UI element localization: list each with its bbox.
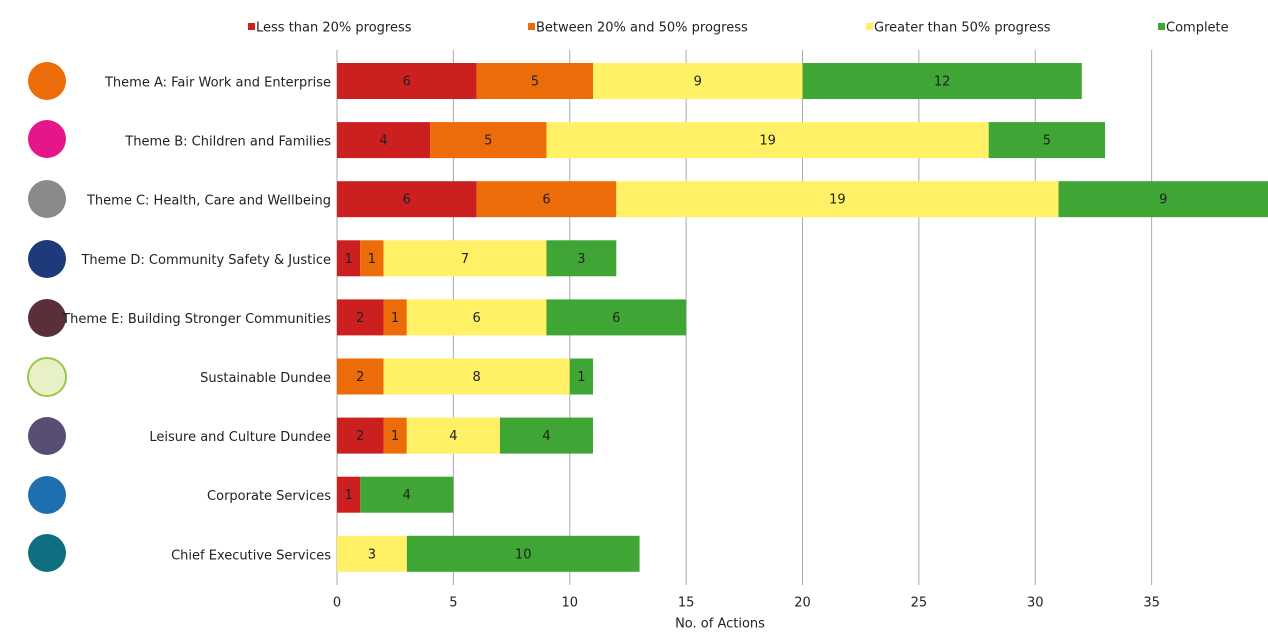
x-tick-label: 10 xyxy=(561,596,578,611)
bar-segment xyxy=(383,417,407,454)
bar-segment xyxy=(406,417,500,454)
legend-label: Greater than 50% progress xyxy=(874,21,1051,36)
icon xyxy=(28,180,66,218)
bar-segment xyxy=(616,181,1059,218)
bar-segment xyxy=(476,181,617,218)
icon xyxy=(28,120,66,158)
data-label: 6 xyxy=(403,75,411,90)
bar-segment xyxy=(1058,181,1268,218)
bar-segment xyxy=(383,358,570,395)
data-label: 4 xyxy=(379,134,387,149)
category-label: Theme C: Health, Care and Wellbeing xyxy=(86,194,331,209)
bar-segment xyxy=(337,63,477,99)
bar-segment xyxy=(337,299,384,336)
x-tick-label: 35 xyxy=(1143,596,1160,611)
bar-segment xyxy=(546,299,687,336)
theme-icons xyxy=(27,62,67,572)
x-tick-label: 15 xyxy=(678,596,695,611)
bar-segment xyxy=(499,417,594,454)
data-label: 6 xyxy=(542,193,550,208)
data-label: 5 xyxy=(1043,134,1051,149)
bar-segment xyxy=(593,63,803,99)
bar-segment xyxy=(337,417,384,454)
x-tick-label: 0 xyxy=(333,596,341,611)
data-label: 1 xyxy=(577,370,585,385)
bar-segment xyxy=(360,476,454,513)
bar-segment xyxy=(337,476,361,513)
data-label: 4 xyxy=(449,429,457,444)
bar-segment xyxy=(430,122,547,159)
category-label: Theme B: Children and Families xyxy=(124,135,331,150)
category-label: Chief Executive Services xyxy=(171,548,331,563)
legend-swatch xyxy=(528,23,535,30)
bar-segment xyxy=(569,358,594,395)
data-label: 10 xyxy=(515,547,532,562)
legend-swatch xyxy=(1158,23,1165,30)
legend-swatch xyxy=(248,23,255,30)
bar-segment xyxy=(406,299,547,336)
bar-segment xyxy=(360,240,384,277)
bar-segment xyxy=(988,122,1106,159)
data-label: 1 xyxy=(344,252,352,267)
icon xyxy=(28,299,66,337)
legend-label: Less than 20% progress xyxy=(256,21,412,36)
data-label: 3 xyxy=(368,547,376,562)
bar-segment xyxy=(802,63,1082,99)
bar-segment xyxy=(546,240,617,277)
data-label: 5 xyxy=(484,134,492,149)
data-label: 2 xyxy=(356,370,364,385)
icon xyxy=(28,534,66,572)
x-axis-title: No. of Actions xyxy=(675,617,765,632)
data-label: 4 xyxy=(542,429,550,444)
data-label: 2 xyxy=(356,311,364,326)
x-tick-label: 5 xyxy=(449,596,457,611)
bar-segment xyxy=(337,240,361,277)
data-label: 19 xyxy=(759,134,776,149)
data-label: 8 xyxy=(473,370,481,385)
data-label: 6 xyxy=(612,311,620,326)
category-label: Corporate Services xyxy=(207,489,331,504)
data-label: 9 xyxy=(694,75,702,90)
data-label: 12 xyxy=(934,75,951,90)
category-label: Leisure and Culture Dundee xyxy=(149,430,331,445)
bar-segment xyxy=(406,535,640,572)
data-label: 2 xyxy=(356,429,364,444)
data-label: 1 xyxy=(391,429,399,444)
icon xyxy=(28,476,66,514)
icon xyxy=(27,357,67,397)
data-label: 4 xyxy=(403,488,411,503)
icon xyxy=(28,240,66,278)
bar-segment xyxy=(337,122,431,159)
data-label: 6 xyxy=(473,311,481,326)
bar-segment xyxy=(337,535,407,572)
data-label: 3 xyxy=(577,252,585,267)
data-label: 7 xyxy=(461,252,469,267)
x-tick-label: 30 xyxy=(1027,596,1044,611)
bar-segment xyxy=(337,181,477,218)
icon xyxy=(28,417,66,455)
legend-swatch xyxy=(866,23,873,30)
bar-segment xyxy=(546,122,989,159)
data-label: 9 xyxy=(1159,193,1167,208)
data-label: 6 xyxy=(403,193,411,208)
data-label: 1 xyxy=(391,311,399,326)
category-label: Theme E: Building Stronger Communities xyxy=(61,312,331,327)
bar-segment xyxy=(337,358,384,395)
category-label: Sustainable Dundee xyxy=(200,371,331,386)
data-label: 19 xyxy=(829,193,846,208)
legend-label: Between 20% and 50% progress xyxy=(536,21,748,36)
bar-segment xyxy=(476,63,594,99)
data-label: 1 xyxy=(368,252,376,267)
category-label: Theme A: Fair Work and Enterprise xyxy=(104,76,331,91)
legend-label: Complete xyxy=(1166,21,1229,36)
x-tick-label: 25 xyxy=(911,596,928,611)
x-tick-label: 20 xyxy=(794,596,811,611)
bar-segment xyxy=(383,240,547,277)
data-label: 5 xyxy=(531,75,539,90)
category-label: Theme D: Community Safety & Justice xyxy=(80,253,331,268)
bar-segment xyxy=(383,299,407,336)
data-label: 1 xyxy=(344,488,352,503)
icon xyxy=(28,62,66,100)
